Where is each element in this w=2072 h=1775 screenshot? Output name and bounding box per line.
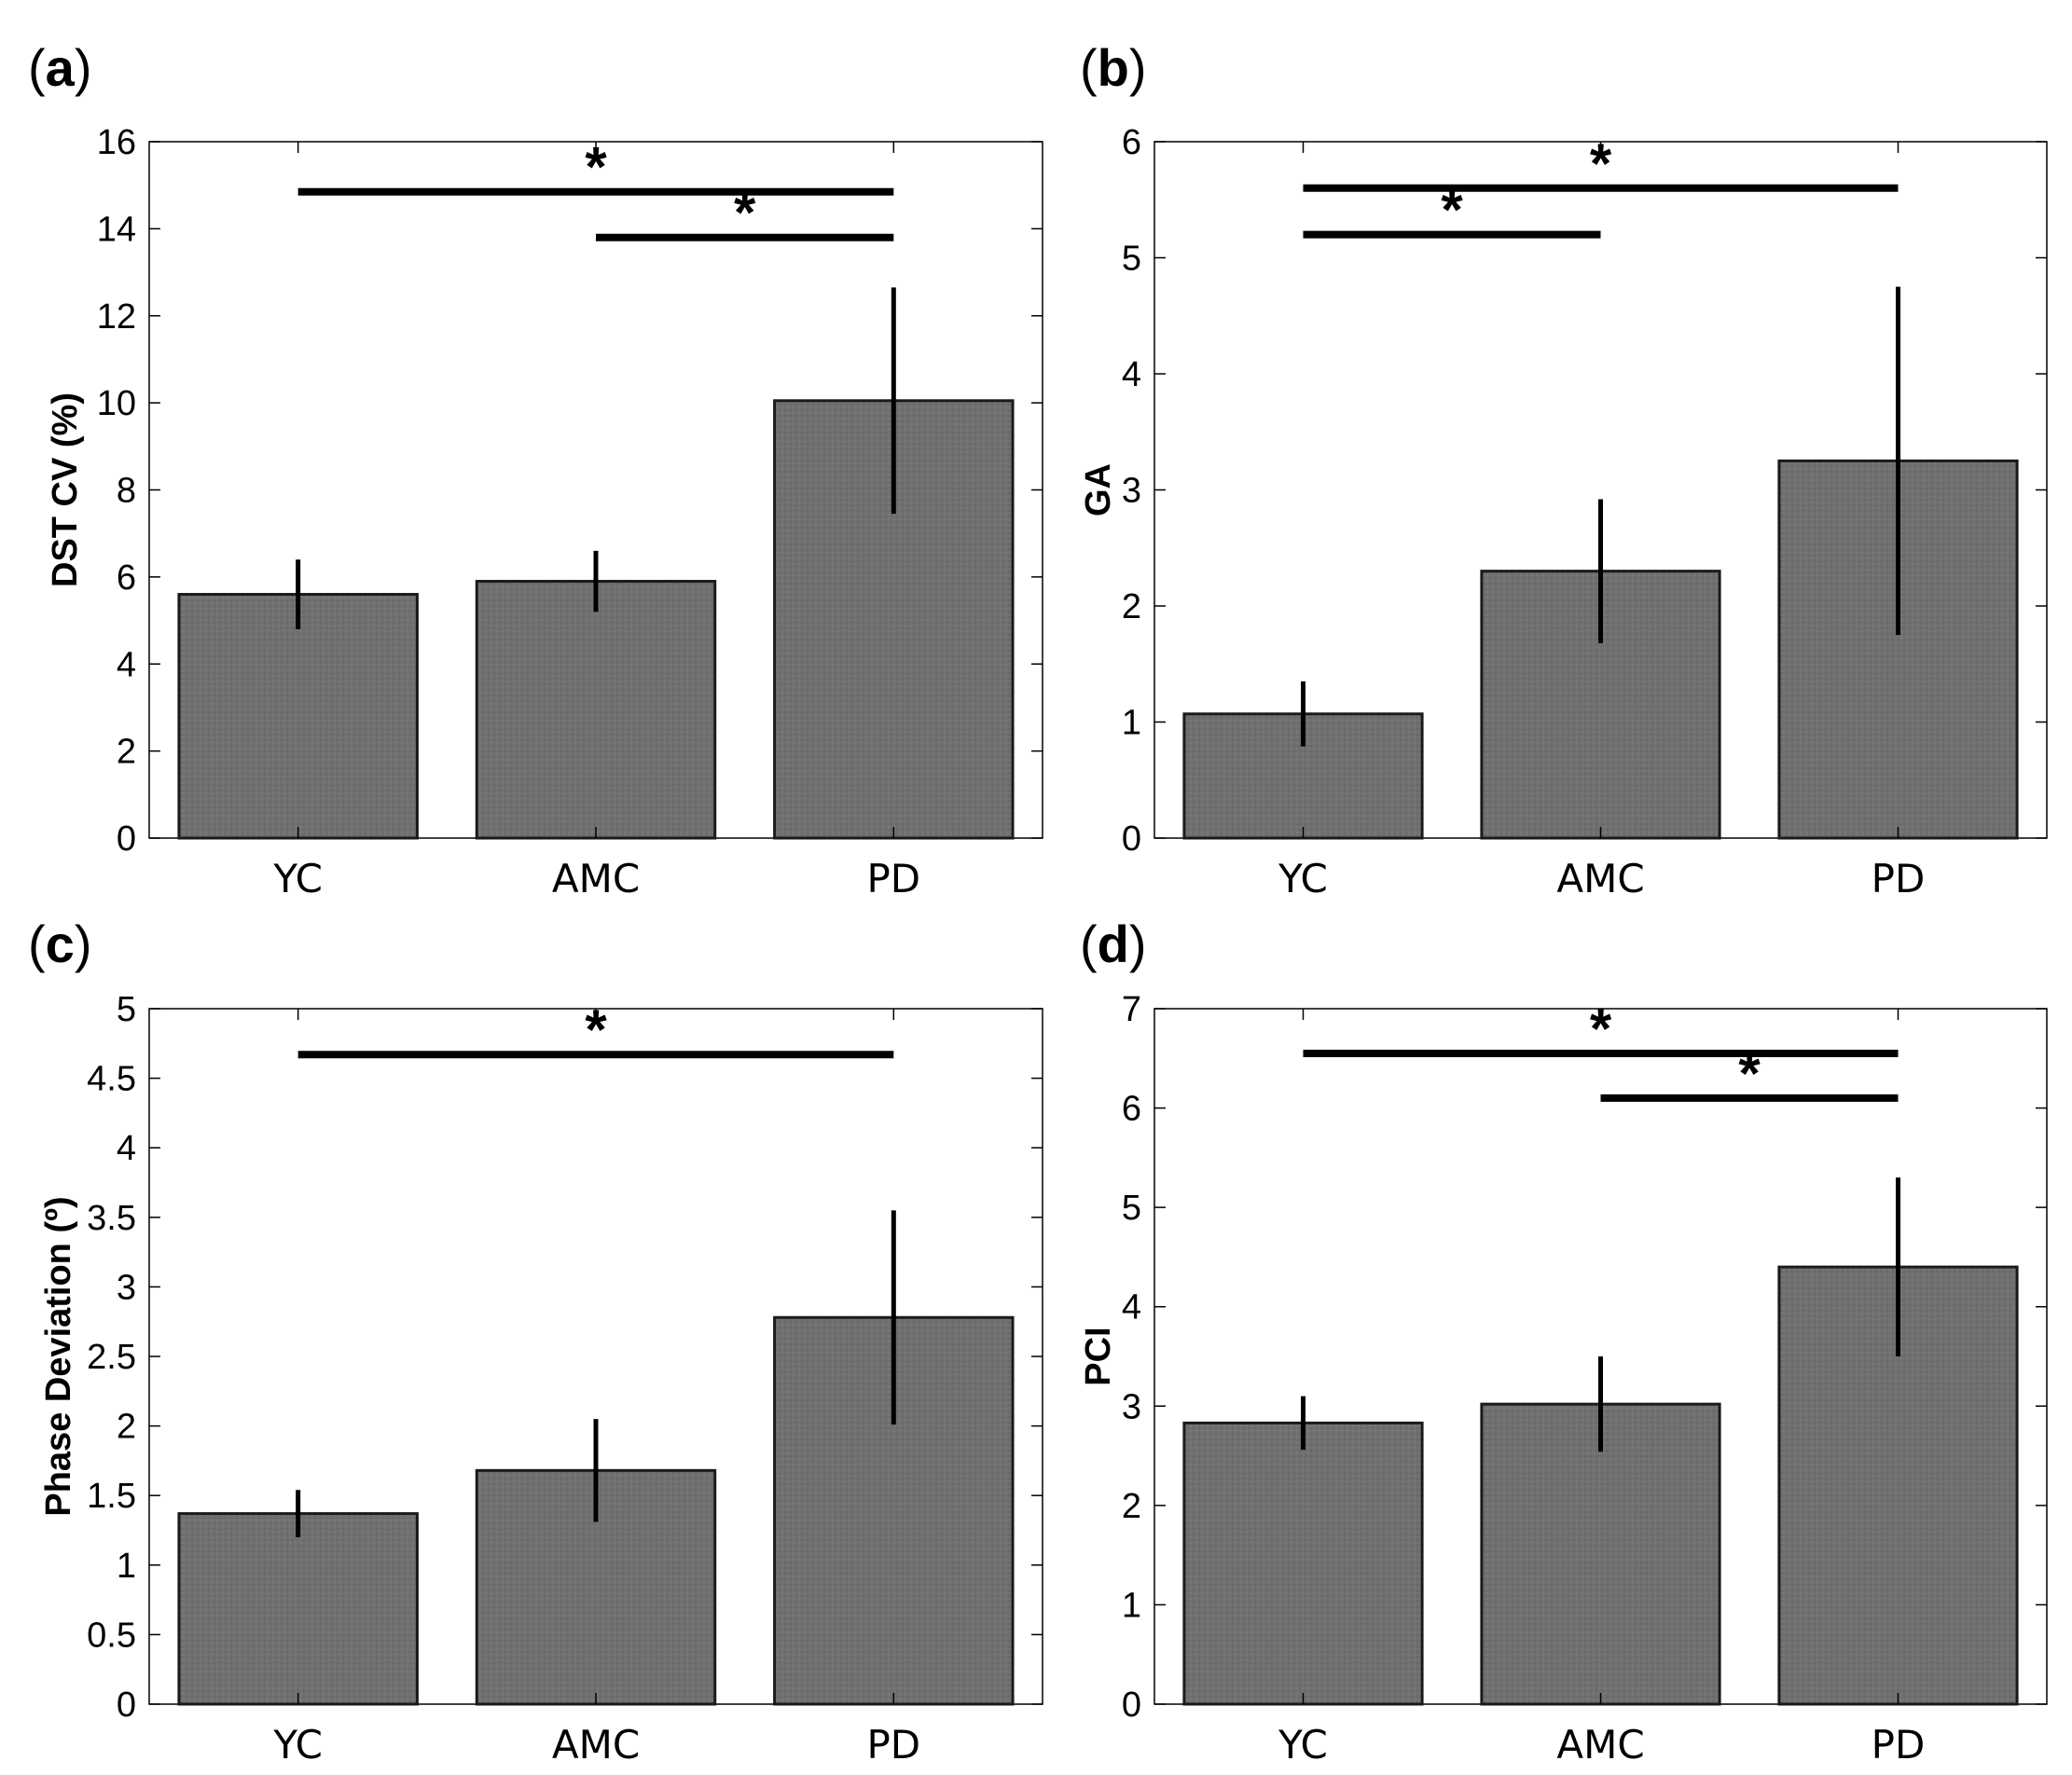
x-category-label: PD (866, 1722, 920, 1768)
y-tick-label: 4 (117, 1129, 136, 1168)
panel-label: (a) (28, 38, 91, 97)
bar-amc (475, 580, 717, 840)
y-tick-label: 4 (1122, 355, 1141, 394)
bar-yc (177, 1512, 419, 1706)
x-category-label: AMC (552, 856, 640, 901)
y-axis-label: Phase Deviation (º) (39, 1196, 78, 1516)
panel-label-letter: d (1098, 915, 1129, 973)
x-category-label: AMC (1556, 856, 1644, 901)
chart-panel-a: (a) 0 2 4 6 8 10 12 14 16 YC AMC PD * * DST CV (%) (28, 38, 1043, 901)
y-tick-label: 2 (117, 1408, 136, 1447)
panel-label-open-paren: ( (1080, 915, 1098, 973)
panel-label-letter: c (46, 915, 75, 973)
panel-label-close-paren: ) (75, 38, 92, 97)
x-category-label: YC (1278, 856, 1328, 901)
x-category-label: AMC (1556, 1722, 1644, 1768)
y-tick-label: 1 (117, 1547, 136, 1586)
y-tick-label: 3 (117, 1268, 136, 1307)
y-tick-label: 2 (1122, 1487, 1141, 1526)
y-tick-label: 3.5 (87, 1199, 136, 1238)
x-category-label: AMC (552, 1722, 640, 1768)
y-tick-label: 2.5 (87, 1338, 136, 1377)
y-tick-label: 2 (1122, 587, 1141, 626)
x-category-label: PD (1872, 856, 1926, 901)
y-axis-label: DST CV (%) (46, 392, 85, 587)
panel-label-letter: a (46, 38, 76, 97)
y-axis-label: PCI (1079, 1327, 1118, 1385)
y-tick-label: 3 (1122, 1387, 1141, 1426)
y-tick-label: 10 (97, 384, 136, 423)
x-category-label: YC (272, 1722, 323, 1768)
y-tick-label: 16 (97, 123, 136, 162)
y-axis-label: GA (1079, 463, 1118, 516)
y-tick-label: 0 (117, 819, 136, 859)
panel-label-close-paren: ) (75, 915, 92, 973)
y-tick-label: 7 (1122, 990, 1141, 1029)
significance-star: * (1441, 179, 1463, 241)
y-tick-label: 4 (117, 645, 136, 684)
y-tick-label: 4 (1122, 1288, 1141, 1328)
y-tick-label: 2 (117, 733, 136, 772)
panel-label: (c) (28, 915, 91, 973)
panel-label-close-paren: ) (1129, 915, 1147, 973)
y-tick-label: 8 (117, 472, 136, 511)
significance-star: * (1590, 998, 1612, 1060)
panel-label-open-paren: ( (28, 915, 46, 973)
y-tick-label: 5 (1122, 1189, 1141, 1228)
significance-star: * (585, 998, 607, 1061)
significance-star: * (1590, 132, 1612, 195)
y-tick-label: 0.5 (87, 1616, 136, 1655)
bar-yc (1182, 1421, 1424, 1706)
panel-label-close-paren: ) (1129, 38, 1147, 97)
x-category-label: YC (272, 856, 323, 901)
panel-label-open-paren: ( (28, 38, 46, 97)
y-tick-label: 6 (117, 558, 136, 598)
panel-label-letter: b (1098, 38, 1129, 97)
x-category-label: YC (1278, 1722, 1328, 1768)
y-tick-label: 1 (1122, 1586, 1141, 1625)
y-tick-label: 6 (1122, 1090, 1141, 1129)
chart-panel-d: (d) 0 1 2 3 4 5 6 7 YC AMC PD * * PCI (1079, 915, 2048, 1768)
panel-label: (b) (1080, 38, 1147, 97)
y-tick-label: 0 (117, 1686, 136, 1725)
panel-label-open-paren: ( (1080, 38, 1098, 97)
bar-yc (177, 593, 419, 840)
y-tick-label: 12 (97, 297, 136, 337)
y-tick-label: 6 (1122, 123, 1141, 162)
x-category-label: PD (1872, 1722, 1926, 1768)
y-tick-label: 5 (1122, 240, 1141, 279)
y-tick-label: 5 (117, 990, 136, 1029)
y-tick-label: 0 (1122, 819, 1141, 859)
y-tick-label: 3 (1122, 472, 1141, 511)
bar-amc (1480, 1402, 1721, 1706)
significance-star: * (585, 136, 607, 199)
panel-label: (d) (1080, 915, 1147, 973)
chart-panel-b: (b) 0 1 2 3 4 5 6 YC AMC PD * * GA (1079, 38, 2048, 901)
significance-star: * (734, 182, 756, 244)
y-tick-label: 1.5 (87, 1477, 136, 1516)
y-tick-label: 0 (1122, 1686, 1141, 1725)
x-category-label: PD (866, 856, 920, 901)
y-tick-label: 1 (1122, 704, 1141, 743)
y-tick-label: 14 (97, 210, 136, 249)
significance-star: * (1738, 1042, 1761, 1105)
chart-panel-c: (c) 0 0.5 1 1.5 2 2.5 3 3.5 4 4.5 5 YC AMC PD * Phase De… (28, 915, 1043, 1768)
y-tick-label: 4.5 (87, 1060, 136, 1099)
